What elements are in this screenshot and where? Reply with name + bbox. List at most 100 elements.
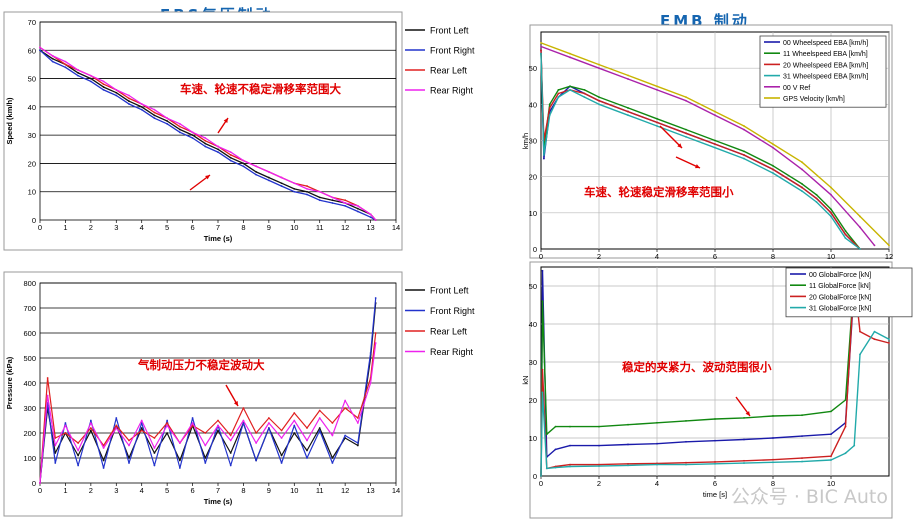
data-point bbox=[293, 182, 296, 185]
data-point bbox=[140, 108, 143, 111]
data-point bbox=[153, 437, 156, 439]
data-point bbox=[656, 421, 658, 424]
data-point bbox=[293, 424, 296, 427]
legend-label: 20 GlobalForce [kN] bbox=[809, 294, 871, 301]
data-point bbox=[331, 422, 334, 424]
data-point bbox=[153, 111, 156, 114]
data-point bbox=[548, 107, 551, 109]
data-point bbox=[217, 419, 219, 422]
data-point bbox=[318, 196, 321, 199]
x-tick-label: 1 bbox=[63, 223, 67, 232]
data-point bbox=[306, 193, 308, 196]
y-tick-label: 10 bbox=[529, 434, 537, 443]
data-point bbox=[306, 449, 308, 452]
data-point bbox=[128, 94, 130, 97]
series-line bbox=[540, 53, 861, 250]
data-point bbox=[627, 110, 629, 113]
data-point bbox=[267, 422, 270, 424]
data-point bbox=[102, 447, 105, 449]
data-point bbox=[598, 444, 600, 447]
data-point bbox=[598, 463, 600, 466]
data-point bbox=[714, 418, 716, 420]
data-point bbox=[178, 459, 181, 462]
y-tick-label: 30 bbox=[28, 131, 36, 140]
legend-label: Front Left bbox=[430, 286, 469, 296]
data-point bbox=[557, 96, 560, 98]
data-point bbox=[115, 88, 118, 91]
legend-box bbox=[759, 35, 887, 108]
data-point bbox=[318, 409, 321, 412]
data-point bbox=[540, 52, 542, 55]
data-point bbox=[344, 202, 347, 204]
data-point bbox=[801, 161, 803, 164]
data-point bbox=[598, 425, 600, 428]
data-point bbox=[102, 467, 105, 469]
data-point bbox=[191, 417, 194, 419]
data-point bbox=[191, 134, 194, 137]
data-point bbox=[318, 427, 321, 429]
legend-label: 00 Wheelspeed EBA [km/h] bbox=[783, 40, 868, 47]
x-tick-label: 8 bbox=[241, 223, 245, 232]
data-point bbox=[140, 419, 143, 422]
data-point bbox=[89, 419, 92, 422]
data-point bbox=[128, 439, 130, 442]
data-point bbox=[89, 77, 92, 80]
data-point bbox=[204, 139, 207, 142]
data-point bbox=[306, 187, 308, 190]
data-point bbox=[306, 185, 308, 187]
data-point bbox=[178, 122, 181, 125]
data-point bbox=[743, 125, 745, 127]
data-point bbox=[115, 424, 118, 427]
legend-label: 31 Wheelspeed EBA [km/h] bbox=[783, 74, 868, 81]
data-point bbox=[369, 382, 372, 384]
data-point bbox=[815, 193, 818, 196]
legend-label: Rear Right bbox=[430, 86, 474, 96]
data-point bbox=[331, 196, 334, 199]
data-point bbox=[801, 414, 803, 417]
data-point bbox=[51, 60, 54, 63]
x-tick-label: 6 bbox=[190, 223, 194, 232]
data-point bbox=[39, 46, 41, 49]
data-point bbox=[77, 464, 80, 467]
data-point bbox=[685, 420, 687, 422]
x-tick-label: 8 bbox=[771, 479, 775, 488]
data-point bbox=[627, 423, 629, 426]
data-point bbox=[627, 78, 629, 80]
data-point bbox=[356, 422, 359, 424]
data-point bbox=[815, 197, 818, 200]
y-axis-label: km/h bbox=[521, 133, 530, 149]
data-point bbox=[543, 154, 545, 156]
x-tick-label: 13 bbox=[366, 486, 374, 495]
y-tick-label: 60 bbox=[28, 46, 36, 55]
data-point bbox=[89, 427, 92, 429]
series-line bbox=[39, 49, 377, 221]
data-point bbox=[714, 143, 716, 146]
data-point bbox=[77, 442, 80, 444]
series-line bbox=[540, 53, 861, 250]
data-point bbox=[656, 125, 658, 127]
annotation-text: 气制动压力不稳定波动大 bbox=[137, 358, 265, 372]
annotation-text: 稳定的夹紧力、波动范围很小 bbox=[622, 360, 772, 374]
data-point bbox=[344, 407, 347, 409]
data-point bbox=[830, 211, 832, 214]
data-point bbox=[714, 146, 716, 149]
data-point bbox=[569, 88, 571, 91]
data-point bbox=[772, 164, 774, 167]
x-tick-label: 6 bbox=[713, 252, 717, 261]
data-point bbox=[888, 338, 890, 341]
y-tick-label: 10 bbox=[28, 188, 36, 197]
data-point bbox=[331, 457, 334, 459]
data-point bbox=[830, 208, 832, 211]
data-point bbox=[844, 230, 847, 232]
data-point bbox=[128, 97, 130, 100]
data-point bbox=[229, 156, 232, 159]
data-point bbox=[178, 442, 181, 444]
x-tick-label: 14 bbox=[392, 486, 400, 495]
x-tick-label: 10 bbox=[290, 486, 298, 495]
data-point bbox=[830, 410, 832, 413]
data-point bbox=[229, 159, 232, 162]
data-point bbox=[102, 86, 105, 88]
data-point bbox=[166, 122, 169, 125]
data-point bbox=[830, 215, 832, 218]
data-point bbox=[255, 173, 258, 176]
